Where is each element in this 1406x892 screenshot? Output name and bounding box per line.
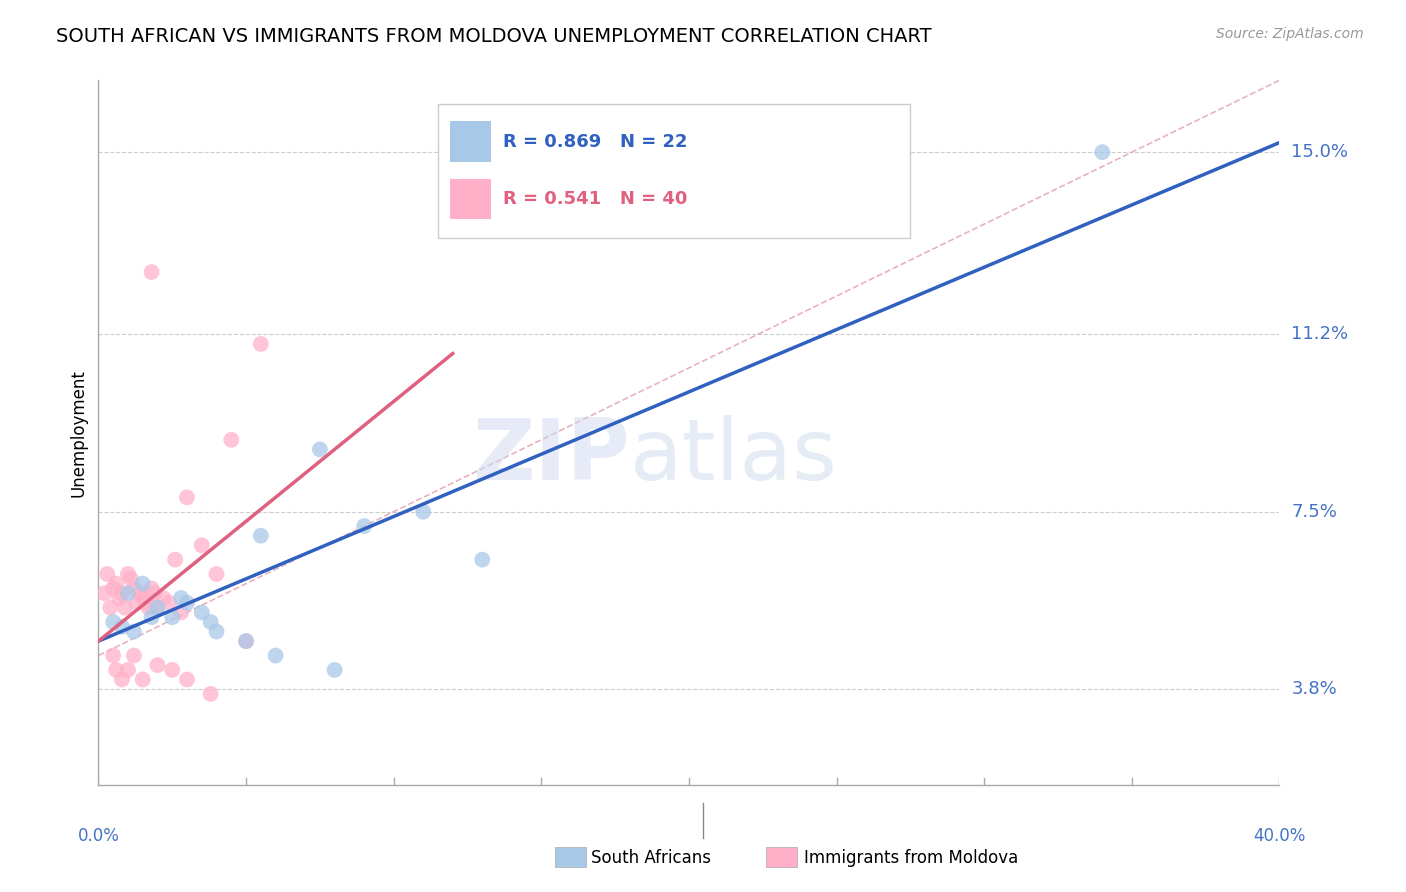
Point [191,538,214,552]
Point [162,610,183,624]
Text: 3.8%: 3.8% [1291,680,1337,698]
Text: R = 0.869   N = 22: R = 0.869 N = 22 [503,133,688,151]
FancyBboxPatch shape [450,178,491,219]
Point [132,576,155,591]
Y-axis label: Unemployment: Unemployment [69,368,87,497]
Point [135,596,157,610]
Point [103,648,125,663]
Point [146,600,169,615]
Point [111,620,134,634]
Point [264,648,287,663]
Point [120,572,142,586]
Point [162,663,183,677]
Point [191,606,214,620]
Point [128,586,150,600]
Text: Source: ZipAtlas.com: Source: ZipAtlas.com [1216,27,1364,41]
Point [111,586,134,600]
Point [132,591,155,605]
Point [471,552,494,566]
Point [176,673,198,687]
Point [176,491,198,505]
Point [103,615,125,629]
Point [170,591,193,605]
Text: SOUTH AFRICAN VS IMMIGRANTS FROM MOLDOVA UNEMPLOYMENT CORRELATION CHART: SOUTH AFRICAN VS IMMIGRANTS FROM MOLDOVA… [56,27,932,45]
Point [122,648,145,663]
Point [103,582,125,596]
Point [117,567,139,582]
Point [141,610,163,624]
Point [235,634,257,648]
Point [205,624,228,639]
Point [152,591,174,605]
Point [122,582,145,596]
Point [111,673,134,687]
Point [221,433,243,447]
Point [122,624,145,639]
Point [105,663,128,677]
Point [412,505,434,519]
Point [108,591,131,605]
Point [125,596,148,610]
Point [165,552,187,566]
Point [146,600,169,615]
Text: 40.0%: 40.0% [1253,827,1306,846]
FancyBboxPatch shape [450,121,491,161]
Point [250,529,273,543]
Point [235,634,257,648]
Point [200,615,222,629]
Point [200,687,222,701]
Text: 7.5%: 7.5% [1291,503,1337,521]
Point [141,265,163,279]
Point [353,519,375,533]
Text: ZIP: ZIP [472,415,630,498]
Point [98,600,121,615]
Text: Immigrants from Moldova: Immigrants from Moldova [804,849,1018,867]
Point [138,600,160,615]
FancyBboxPatch shape [439,104,911,238]
Text: 11.2%: 11.2% [1291,326,1348,343]
Text: atlas: atlas [630,415,838,498]
Point [205,567,228,582]
Point [176,596,198,610]
Point [143,586,166,600]
Point [250,337,273,351]
Point [105,576,128,591]
Point [93,586,115,600]
Point [117,586,139,600]
Point [1091,145,1114,160]
Text: 15.0%: 15.0% [1291,144,1348,161]
Point [114,600,136,615]
Point [141,582,163,596]
Point [309,442,332,457]
Point [117,663,139,677]
Text: R = 0.541   N = 40: R = 0.541 N = 40 [503,190,688,208]
Point [170,606,193,620]
Text: 0.0%: 0.0% [77,827,120,846]
Point [96,567,118,582]
Point [157,596,180,610]
Point [132,673,155,687]
Point [146,658,169,673]
Point [323,663,346,677]
Text: South Africans: South Africans [591,849,710,867]
